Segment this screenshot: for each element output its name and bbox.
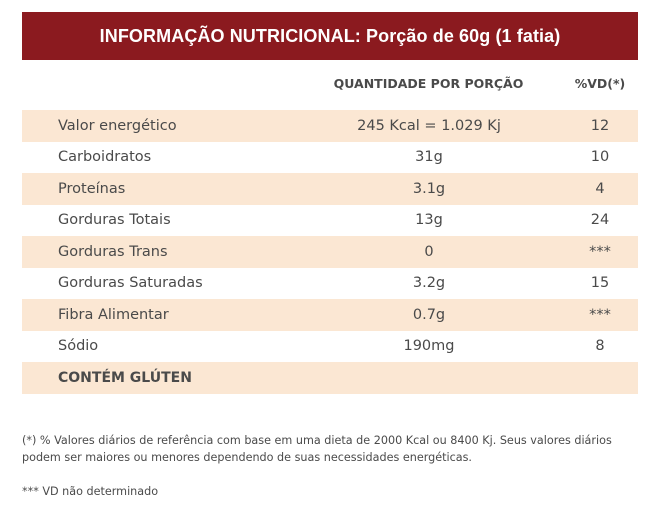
table-row-carboidratos: Carboidratos 31g 10	[22, 142, 638, 174]
row-label: Gorduras Totais	[58, 212, 171, 229]
footnote-vd: (*) % Valores diários de referência com …	[22, 434, 612, 464]
row-vd: 10	[590, 149, 610, 166]
row-quantity: 190mg	[403, 338, 455, 355]
row-quantity: 31g	[415, 149, 443, 166]
column-header-quantity: QUANTIDADE POR PORÇÃO	[333, 76, 524, 91]
nutrition-table: Valor energético 245 Kcal = 1.029 Kj 12 …	[22, 110, 638, 394]
row-quantity: 0	[424, 243, 434, 260]
nutrition-title: INFORMAÇÃO NUTRICIONAL: Porção de 60g (1…	[22, 12, 638, 60]
row-label: Sódio	[58, 338, 99, 355]
row-quantity: 3.1g	[412, 180, 446, 197]
row-vd: ***	[589, 306, 611, 323]
row-label: Fibra Alimentar	[58, 306, 169, 323]
row-vd: 8	[595, 338, 605, 355]
row-label: Proteínas	[58, 180, 126, 197]
row-label: Valor energético	[58, 117, 177, 134]
table-row-valor-energetico: Valor energético 245 Kcal = 1.029 Kj 12	[22, 110, 638, 142]
row-vd: 15	[590, 275, 610, 292]
row-label: Gorduras Saturadas	[58, 275, 203, 292]
gluten-notice-row: CONTÉM GLÚTEN	[22, 362, 638, 394]
gluten-notice: CONTÉM GLÚTEN	[58, 369, 192, 386]
table-row-gorduras-saturadas: Gorduras Saturadas 3.2g 15	[22, 268, 638, 300]
row-vd: 24	[590, 212, 610, 229]
row-vd: ***	[589, 243, 611, 260]
table-row-proteinas: Proteínas 3.1g 4	[22, 173, 638, 205]
row-vd: 4	[595, 180, 605, 197]
footnote-undetermined: *** VD não determinado	[22, 485, 159, 498]
row-vd: 12	[590, 117, 610, 134]
row-quantity: 3.2g	[412, 275, 446, 292]
table-row-gorduras-trans: Gorduras Trans 0 ***	[22, 236, 638, 268]
row-label: Carboidratos	[58, 149, 152, 166]
column-header-vd: %VD(*)	[574, 76, 626, 91]
table-row-fibra-alimentar: Fibra Alimentar 0.7g ***	[22, 299, 638, 331]
row-quantity: 13g	[415, 212, 443, 229]
row-label: Gorduras Trans	[58, 243, 168, 260]
row-quantity: 0.7g	[412, 306, 446, 323]
row-quantity: 245 Kcal = 1.029 Kj	[357, 117, 501, 134]
table-row-gorduras-totais: Gorduras Totais 13g 24	[22, 205, 638, 237]
table-row-sodio: Sódio 190mg 8	[22, 331, 638, 363]
